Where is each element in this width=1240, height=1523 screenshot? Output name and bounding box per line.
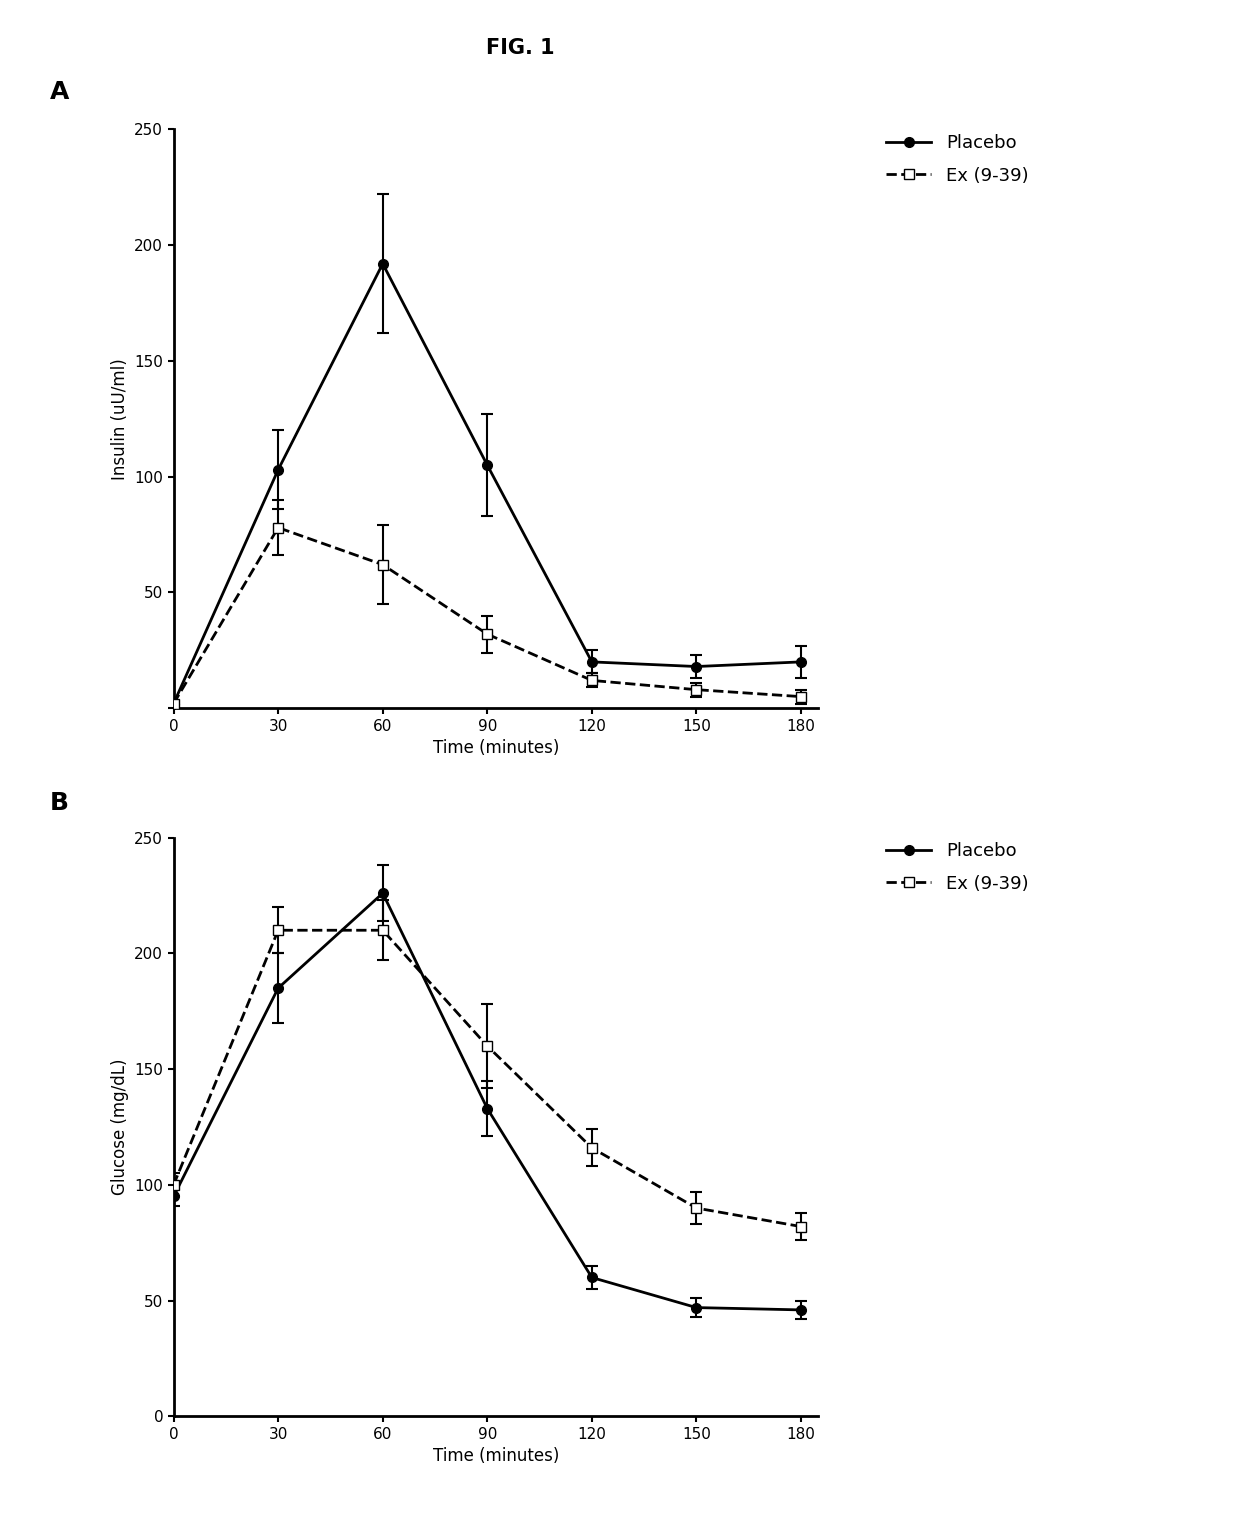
Y-axis label: Glucose (mg/dL): Glucose (mg/dL) bbox=[110, 1058, 129, 1196]
Text: A: A bbox=[50, 81, 69, 104]
X-axis label: Time (minutes): Time (minutes) bbox=[433, 1447, 559, 1465]
X-axis label: Time (minutes): Time (minutes) bbox=[433, 739, 559, 757]
Legend: Placebo, Ex (9-39): Placebo, Ex (9-39) bbox=[879, 126, 1035, 192]
Text: B: B bbox=[50, 792, 68, 815]
Legend: Placebo, Ex (9-39): Placebo, Ex (9-39) bbox=[879, 835, 1035, 900]
Text: FIG. 1: FIG. 1 bbox=[486, 38, 556, 58]
Y-axis label: Insulin (uU/ml): Insulin (uU/ml) bbox=[110, 358, 129, 480]
